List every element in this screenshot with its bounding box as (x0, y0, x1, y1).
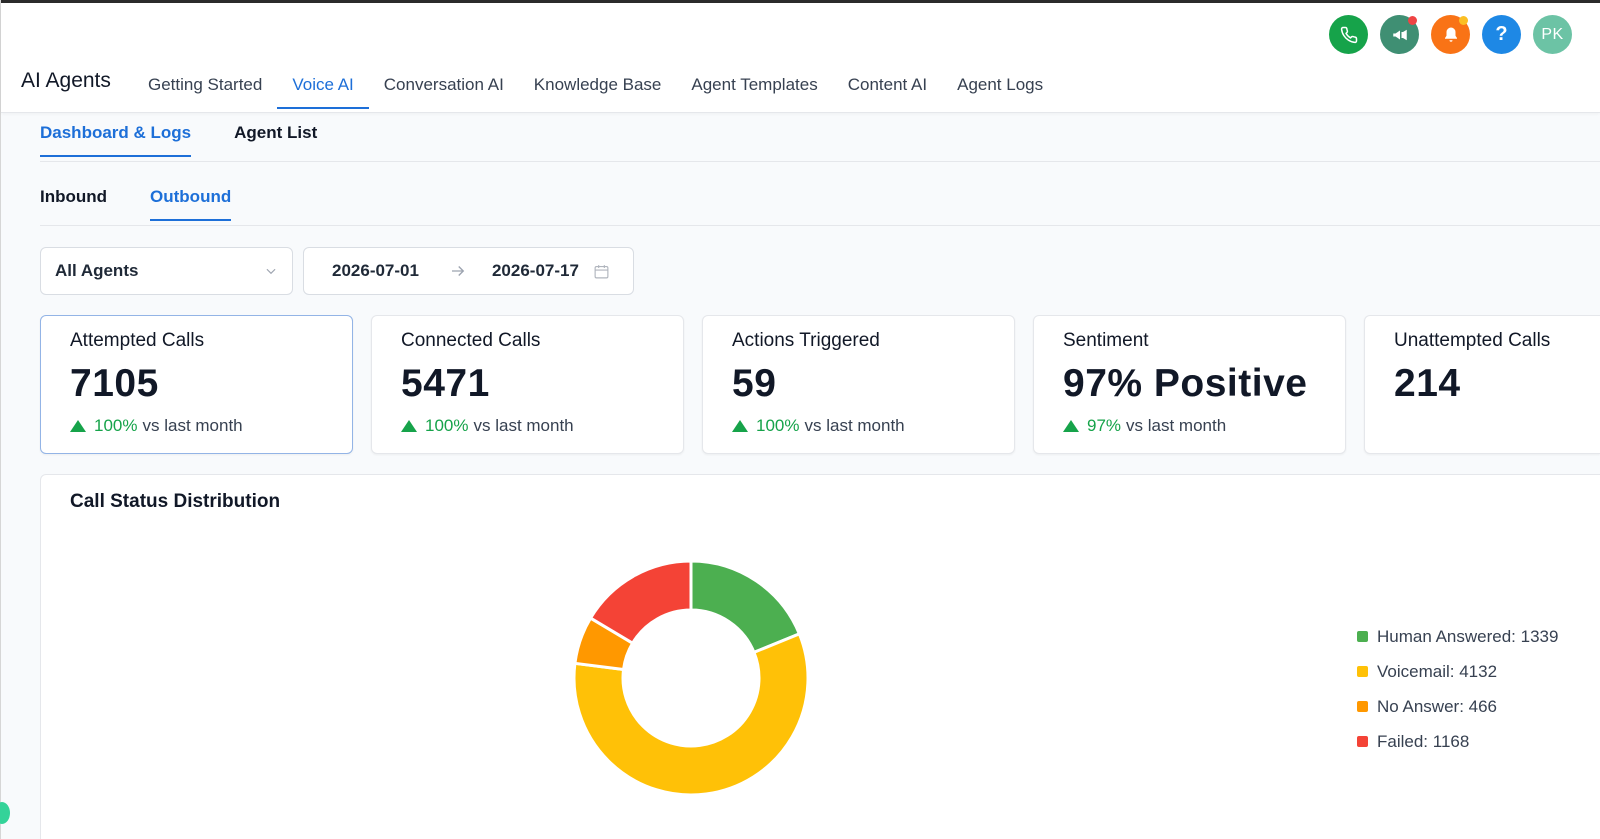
legend-swatch (1357, 736, 1368, 747)
legend-label: Failed: 1168 (1377, 731, 1470, 751)
divider (40, 225, 1600, 226)
trend-up-icon (70, 420, 86, 432)
slice-voicemail[interactable] (572, 631, 810, 797)
avatar[interactable]: PK (1533, 15, 1572, 54)
trend-text: vs last month (1126, 416, 1227, 435)
trend-up-icon (1063, 420, 1079, 432)
date-range-picker[interactable]: 2026-07-01 2026-07-17 (303, 247, 634, 295)
trend-percent: 100% (94, 416, 138, 435)
help-icon: ? (1495, 23, 1508, 45)
notifications-button[interactable] (1431, 15, 1470, 54)
notification-dot (1459, 16, 1468, 25)
legend-label: Human Answered: 1339 (1377, 626, 1559, 646)
slice-failed[interactable] (588, 559, 693, 646)
kpi-value: 59 (732, 362, 777, 405)
chart-title: Call Status Distribution (70, 491, 281, 512)
trend-percent: 97% (1087, 416, 1122, 435)
kpi-trend: 100% vs last month (70, 416, 323, 436)
trend-up-icon (401, 420, 417, 432)
kpi-trend: 100% vs last month (732, 416, 985, 436)
legend-item-human-answered[interactable]: Human Answered: 1339 (1357, 619, 1558, 654)
chevron-down-icon (266, 268, 276, 275)
kpi-value: 214 (1394, 362, 1461, 405)
legend-label: Voicemail: 4132 (1377, 661, 1498, 681)
top-header: AI Agents Getting Started Voice AI Conve… (1, 3, 1600, 113)
trend-percent: 100% (756, 416, 800, 435)
app-title: AI Agents (21, 69, 111, 92)
call-status-chart-card: Call Status Distribution Human Answered:… (40, 474, 1600, 839)
main-nav: Getting Started Voice AI Conversation AI… (133, 65, 1058, 109)
megaphone-icon (1392, 29, 1407, 40)
legend-swatch (1357, 666, 1368, 677)
kpi-attempted-calls[interactable]: Attempted Calls 7105 100% vs last month (40, 315, 353, 454)
slice-human-answered[interactable] (689, 559, 802, 655)
trend-text: vs last month (473, 416, 574, 435)
calendar-icon (594, 264, 609, 278)
kpi-value: 97% Positive (1063, 362, 1308, 405)
chart-legend: Human Answered: 1339 Voicemail: 4132 No An… (1357, 619, 1558, 759)
trend-text: vs last month (142, 416, 243, 435)
direction-tabs: Inbound Outbound (40, 182, 232, 221)
avatar-initials: PK (1541, 25, 1564, 43)
kpi-value: 5471 (401, 362, 490, 405)
kpi-actions-triggered[interactable]: Actions Triggered 59 100% vs last month (702, 315, 1015, 454)
kpi-label: Attempted Calls (70, 330, 205, 351)
phone-icon (1340, 26, 1357, 43)
date-end: 2026-07-17 (491, 261, 579, 280)
kpi-trend: 100% vs last month (401, 416, 654, 436)
header-actions: ? PK (1329, 15, 1572, 54)
notification-dot (1408, 16, 1417, 25)
announcements-button[interactable] (1380, 15, 1419, 54)
tab-agent-list[interactable]: Agent List (234, 123, 318, 142)
agent-select-value: All Agents (55, 261, 139, 280)
tab-getting-started[interactable]: Getting Started (148, 75, 263, 94)
kpi-label: Sentiment (1063, 330, 1149, 351)
legend-item-no-answer[interactable]: No Answer: 466 (1357, 689, 1558, 724)
divider (40, 161, 1600, 162)
widget-launcher[interactable] (0, 802, 10, 824)
tab-outbound[interactable]: Outbound (150, 182, 232, 221)
tab-inbound[interactable]: Inbound (40, 187, 108, 206)
trend-percent: 100% (425, 416, 469, 435)
kpi-label: Unattempted Calls (1394, 330, 1551, 351)
legend-swatch (1357, 631, 1368, 642)
date-start: 2026-07-01 (332, 261, 419, 280)
arrow-right-icon (451, 266, 465, 276)
legend-label: No Answer: 466 (1377, 696, 1498, 716)
help-button[interactable]: ? (1482, 15, 1521, 54)
tab-agent-logs[interactable]: Agent Logs (957, 75, 1044, 94)
trend-up-icon (732, 420, 748, 432)
bell-icon (1444, 27, 1457, 42)
kpi-connected-calls[interactable]: Connected Calls 5471 100% vs last month (371, 315, 684, 454)
kpi-trend: 97% vs last month (1063, 416, 1316, 436)
tab-agent-templates[interactable]: Agent Templates (691, 75, 818, 94)
phone-button[interactable] (1329, 15, 1368, 54)
kpi-label: Actions Triggered (732, 330, 880, 351)
legend-item-failed[interactable]: Failed: 1168 (1357, 724, 1558, 759)
kpi-value: 7105 (70, 362, 159, 405)
tab-voice-ai[interactable]: Voice AI (277, 65, 370, 109)
kpi-unattempted-calls[interactable]: Unattempted Calls 214 (1364, 315, 1600, 454)
tab-content-ai[interactable]: Content AI (847, 75, 928, 94)
subtabs: Dashboard & Logs Agent List (40, 118, 317, 157)
kpi-sentiment[interactable]: Sentiment 97% Positive 97% vs last month (1033, 315, 1346, 454)
tab-knowledge-base[interactable]: Knowledge Base (533, 75, 662, 94)
legend-swatch (1357, 701, 1368, 712)
legend-item-voicemail[interactable]: Voicemail: 4132 (1357, 654, 1558, 689)
tab-conversation-ai[interactable]: Conversation AI (383, 75, 504, 94)
tab-dashboard-logs[interactable]: Dashboard & Logs (40, 118, 192, 157)
kpi-label: Connected Calls (401, 330, 541, 351)
trend-text: vs last month (804, 416, 905, 435)
donut-chart (572, 559, 810, 797)
agent-select[interactable]: All Agents (40, 247, 293, 295)
